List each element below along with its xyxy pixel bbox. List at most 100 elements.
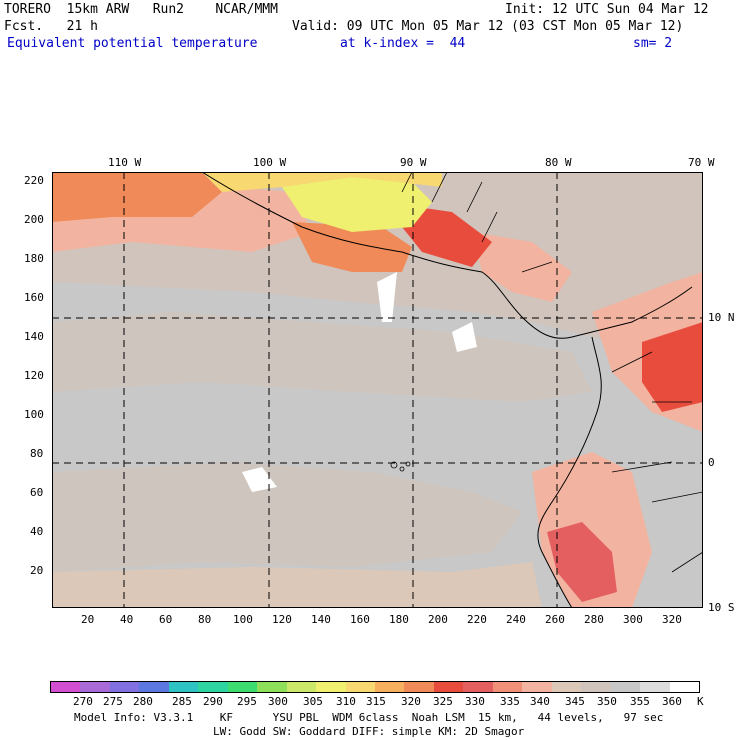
colorbar-swatch [669, 682, 699, 692]
colorbar-swatch [463, 682, 493, 692]
colorbar-label: 270 [73, 695, 93, 708]
header-level: at k-index = 44 [340, 36, 466, 51]
colorbar-label: 310 [336, 695, 356, 708]
colorbar-unit: K [697, 695, 704, 708]
header-init-time: Init: 12 UTC Sun 04 Mar 12 [505, 2, 709, 17]
colorbar-label: 360 [662, 695, 682, 708]
colorbar-swatch [610, 682, 641, 692]
lat-label: 0 [708, 456, 715, 469]
physics-info: LW: Godd SW: Goddard DIFF: simple KM: 2D… [213, 725, 525, 738]
header-valid-time: Valid: 09 UTC Mon 05 Mar 12 (03 CST Mon … [292, 19, 684, 34]
y-tick: 80 [30, 447, 44, 460]
lat-lon-grid [52, 172, 703, 608]
colorbar [50, 681, 700, 693]
colorbar-swatch [522, 682, 552, 692]
colorbar-label: 290 [203, 695, 223, 708]
hot-zone-andes [547, 522, 617, 602]
x-tick: 20 [81, 613, 95, 626]
colorbar-label: 325 [433, 695, 453, 708]
x-tick: 100 [233, 613, 253, 626]
colorbar-swatch [168, 682, 199, 692]
colorbar-swatch [51, 682, 81, 692]
hot-zone-northwest [52, 172, 222, 222]
lat-label: 10 S [708, 601, 735, 614]
colorbar-swatch [109, 682, 140, 692]
colorbar-swatch [374, 682, 405, 692]
equivalent-potential-temperature-map [52, 172, 703, 608]
colorbar-label: 295 [237, 695, 257, 708]
colorbar-label: 330 [465, 695, 485, 708]
hot-zone-pacific-plume [292, 222, 412, 272]
x-tick: 260 [545, 613, 565, 626]
warm-band-south [52, 462, 522, 572]
colorbar-label: 315 [366, 695, 386, 708]
coastline-central-america [201, 172, 693, 339]
header-forecast-hour: Fcst. 21 h [4, 19, 98, 34]
yellow-core-mexico [282, 177, 432, 232]
map-frame [52, 172, 703, 608]
header-model-title: TORERO 15km ARW Run2 NCAR/MMM [4, 2, 278, 17]
lon-label: 100 W [253, 156, 287, 169]
colorbar-swatch [316, 682, 346, 692]
colorbar-label: 300 [268, 695, 288, 708]
colorbar-label: 355 [630, 695, 650, 708]
colorbar-label: 285 [172, 695, 192, 708]
salmon-zone-central-america [472, 232, 572, 302]
y-tick: 160 [24, 291, 44, 304]
model-info: Model Info: V3.3.1 KF YSU PBL WDM 6class… [74, 711, 664, 724]
cool-patch [377, 272, 397, 322]
x-tick: 200 [428, 613, 448, 626]
y-tick: 20 [30, 564, 44, 577]
y-tick: 200 [24, 213, 44, 226]
x-tick: 80 [198, 613, 212, 626]
colorbar-swatch [404, 682, 434, 692]
colorbar-label: 320 [401, 695, 421, 708]
x-tick: 240 [506, 613, 526, 626]
x-tick: 140 [311, 613, 331, 626]
cool-patch [452, 322, 477, 352]
hot-zone-venezuela [642, 322, 703, 412]
x-tick: 280 [584, 613, 604, 626]
coastline-south-america [537, 336, 602, 608]
colorbar-label: 350 [597, 695, 617, 708]
colorbar-swatch [286, 682, 317, 692]
cool-patch [242, 467, 277, 492]
y-tick: 60 [30, 486, 44, 499]
header-smoothing: sm= 2 [633, 36, 673, 51]
y-tick: 40 [30, 525, 44, 538]
x-tick: 320 [662, 613, 682, 626]
colorbar-label: 305 [303, 695, 323, 708]
warm-band-southern-edge [52, 562, 542, 608]
colorbar-swatch [257, 682, 287, 692]
colorbar-swatch [198, 682, 228, 692]
y-tick: 220 [24, 174, 44, 187]
political-boundaries [401, 172, 703, 573]
y-tick: 140 [24, 330, 44, 343]
colorbar-swatch [80, 682, 110, 692]
colorbar-label: 335 [500, 695, 520, 708]
lat-label: 10 N [708, 311, 735, 324]
lon-label: 110 W [108, 156, 142, 169]
header-field-name: Equivalent potential temperature [7, 36, 258, 51]
colorbar-swatch [433, 682, 464, 692]
lon-label: 90 W [400, 156, 427, 169]
galapagos-islands [390, 461, 411, 472]
x-tick: 180 [389, 613, 409, 626]
x-tick: 60 [159, 613, 173, 626]
y-tick: 180 [24, 252, 44, 265]
x-tick: 300 [623, 613, 643, 626]
colorbar-swatch [551, 682, 582, 692]
x-tick: 120 [272, 613, 292, 626]
colorbar-swatch [581, 682, 611, 692]
orange-rim-mexico [202, 172, 442, 192]
colorbar-swatch [345, 682, 375, 692]
colorbar-label: 340 [530, 695, 550, 708]
colorbar-swatch [492, 682, 523, 692]
colorbar-label: 275 [103, 695, 123, 708]
lon-label: 80 W [545, 156, 572, 169]
x-tick: 40 [120, 613, 134, 626]
x-tick: 220 [467, 613, 487, 626]
colorbar-label: 345 [565, 695, 585, 708]
colorbar-swatch [640, 682, 670, 692]
y-tick: 100 [24, 408, 44, 421]
